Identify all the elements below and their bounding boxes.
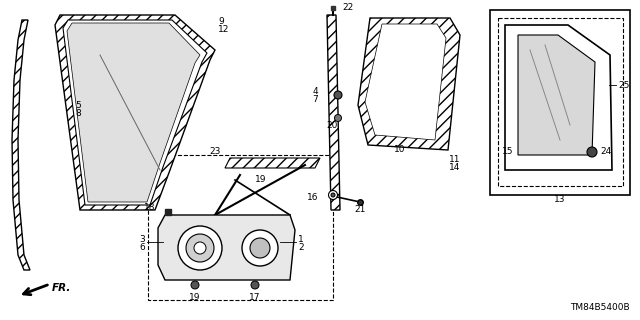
Polygon shape (365, 24, 446, 140)
Bar (517, 148, 545, 158)
Text: 22: 22 (342, 4, 354, 12)
Text: 8: 8 (75, 108, 81, 117)
Text: 6: 6 (140, 244, 145, 252)
Bar (148, 155, 333, 300)
Text: 25: 25 (618, 81, 629, 90)
Text: 3: 3 (140, 236, 145, 244)
Text: 15: 15 (502, 148, 513, 156)
Bar (490, 10, 630, 195)
Text: 21: 21 (355, 205, 365, 214)
Polygon shape (378, 25, 435, 135)
Text: 7: 7 (312, 95, 318, 105)
Text: 23: 23 (209, 148, 221, 156)
Text: 12: 12 (218, 26, 229, 35)
Text: 11: 11 (449, 156, 461, 164)
Polygon shape (225, 158, 320, 168)
Text: 10: 10 (394, 146, 406, 155)
Circle shape (191, 281, 199, 289)
Polygon shape (55, 15, 215, 210)
Text: 16: 16 (307, 194, 318, 203)
Text: 5: 5 (75, 100, 81, 109)
Polygon shape (158, 215, 295, 280)
Text: 13: 13 (554, 196, 566, 204)
Text: 2: 2 (298, 244, 303, 252)
Text: 18: 18 (143, 204, 155, 212)
Circle shape (250, 238, 270, 258)
Text: 4: 4 (312, 87, 318, 97)
Circle shape (242, 230, 278, 266)
Text: 24: 24 (600, 148, 611, 156)
Polygon shape (505, 25, 612, 170)
Circle shape (178, 226, 222, 270)
Text: 19: 19 (189, 292, 201, 301)
Circle shape (335, 115, 342, 122)
Circle shape (331, 193, 335, 197)
Circle shape (251, 281, 259, 289)
Text: 14: 14 (449, 164, 461, 172)
Text: 1: 1 (298, 236, 304, 244)
Text: TM84B5400B: TM84B5400B (570, 303, 630, 313)
Polygon shape (327, 15, 340, 210)
Polygon shape (12, 20, 30, 270)
Circle shape (334, 91, 342, 99)
Bar (498, 18, 623, 186)
Polygon shape (67, 23, 200, 202)
Circle shape (328, 190, 337, 199)
Circle shape (186, 234, 214, 262)
Polygon shape (518, 35, 595, 155)
Text: 9: 9 (218, 18, 224, 27)
Text: 19: 19 (255, 175, 266, 185)
Polygon shape (63, 20, 207, 205)
Text: 20: 20 (326, 121, 337, 130)
Circle shape (194, 242, 206, 254)
Polygon shape (358, 18, 460, 150)
Circle shape (587, 147, 597, 157)
Text: FR.: FR. (52, 283, 72, 293)
Text: 17: 17 (249, 292, 260, 301)
